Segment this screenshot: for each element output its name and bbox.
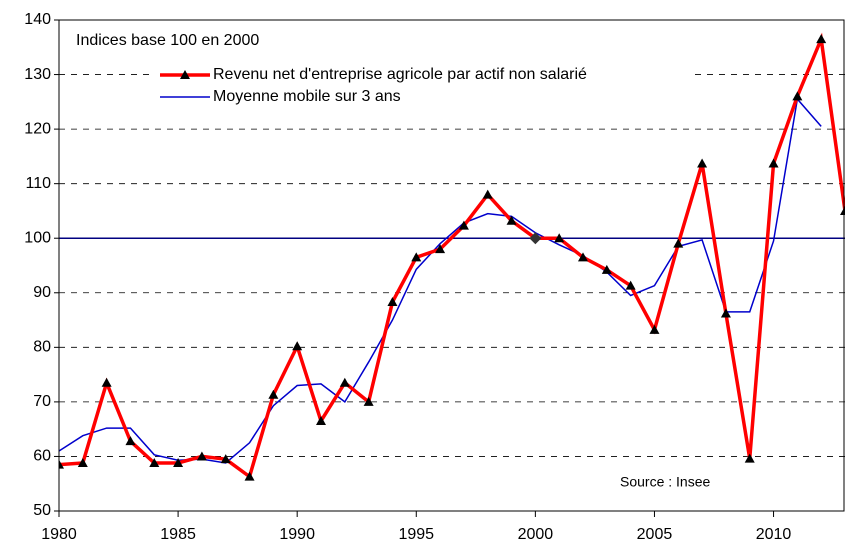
annotation-box [68, 28, 328, 54]
point-marker [244, 471, 255, 481]
point-marker [149, 457, 160, 467]
point-marker [768, 158, 779, 168]
point-marker [529, 232, 542, 245]
point-marker [792, 91, 803, 101]
point-marker [77, 457, 88, 467]
x-tick-label: 1980 [41, 526, 77, 543]
y-tick-label: 70 [33, 393, 51, 410]
point-marker [125, 436, 136, 446]
x-tick-label: 1985 [160, 526, 196, 543]
y-tick-label: 90 [33, 284, 51, 301]
plot-frame [58, 19, 845, 512]
y-tick-label: 50 [33, 502, 51, 519]
legend-marker [180, 70, 190, 79]
x-tick-label: 1990 [279, 526, 315, 543]
point-marker [554, 233, 565, 243]
point-marker [101, 377, 112, 387]
point-marker [601, 264, 612, 274]
point-marker [268, 389, 279, 399]
point-marker [196, 451, 207, 461]
x-tick-label: 2005 [637, 526, 673, 543]
point-marker [220, 454, 231, 464]
point-marker [697, 158, 708, 168]
point-marker [578, 252, 588, 262]
point-marker [673, 238, 684, 248]
point-marker [173, 457, 184, 467]
point-marker [292, 341, 303, 351]
point-marker [458, 220, 469, 230]
point-marker [625, 280, 636, 290]
point-marker [649, 324, 660, 334]
point-marker [411, 252, 422, 262]
point-marker [435, 244, 446, 254]
y-tick-label: 80 [33, 339, 51, 356]
point-marker [363, 396, 374, 406]
series-line [59, 32, 845, 480]
x-tick-label: 1995 [398, 526, 434, 543]
point-marker [59, 459, 64, 469]
point-marker [744, 453, 755, 463]
annotation: Source : Insee [620, 474, 710, 490]
point-marker [506, 215, 517, 225]
annotation: Indices base 100 en 2000 [76, 32, 259, 49]
y-tick-label: 120 [24, 120, 51, 137]
x-tick-label: 2000 [518, 526, 554, 543]
series-line [59, 97, 822, 464]
point-marker [316, 415, 326, 425]
point-marker [339, 377, 350, 387]
point-marker [816, 34, 827, 44]
y-tick-label: 100 [24, 229, 51, 246]
y-tick-label: 60 [33, 448, 51, 465]
y-tick-label: 130 [24, 66, 51, 83]
y-tick-label: 110 [25, 175, 51, 192]
legend-box [150, 62, 690, 112]
legend-label: Moyenne mobile sur 3 ans [213, 88, 401, 105]
x-tick-label: 2010 [756, 526, 792, 543]
legend-label: Revenu net d'entreprise agricole par act… [213, 66, 587, 83]
point-marker [387, 297, 398, 307]
point-marker [482, 189, 493, 199]
point-marker [720, 308, 731, 318]
y-tick-label: 140 [24, 11, 51, 28]
